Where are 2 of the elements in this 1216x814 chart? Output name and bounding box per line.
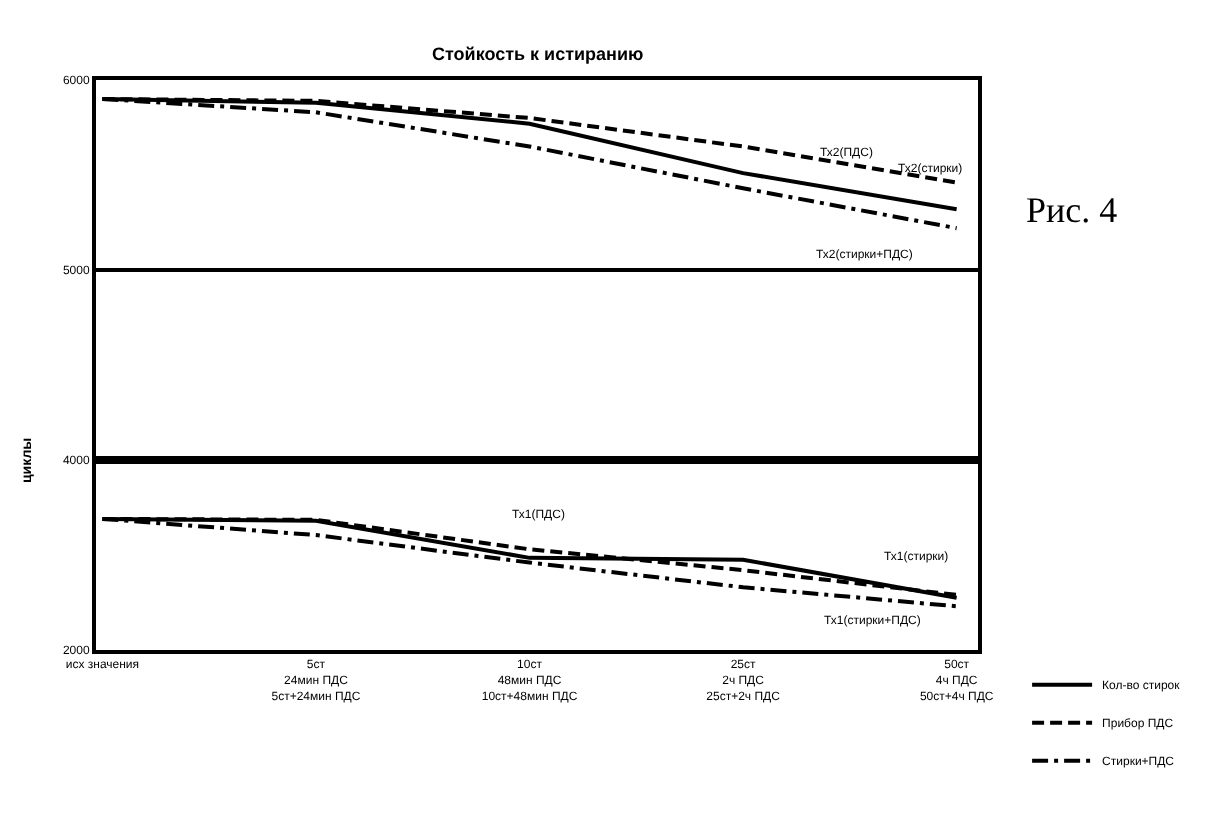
text: Рис. 4	[1026, 190, 1118, 230]
chart-title: Стойкость к истиранию	[432, 44, 644, 64]
